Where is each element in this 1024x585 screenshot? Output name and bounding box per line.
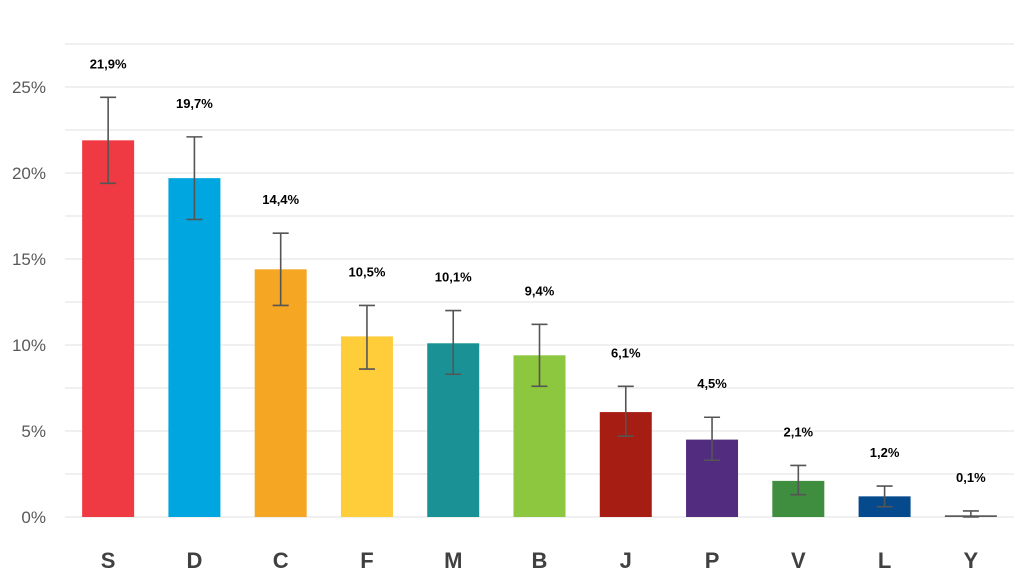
y-tick-label: 15% — [12, 250, 46, 269]
x-tick-label-V: V — [791, 548, 806, 573]
x-tick-label-B: B — [532, 548, 548, 573]
data-label-F: 10,5% — [349, 264, 386, 279]
bar-S — [82, 140, 135, 517]
data-label-S: 21,9% — [90, 56, 127, 71]
x-tick-label-C: C — [273, 548, 289, 573]
x-tick-label-S: S — [101, 548, 116, 573]
x-tick-label-P: P — [705, 548, 720, 573]
error-bars — [100, 96, 979, 518]
y-tick-label: 10% — [12, 336, 46, 355]
y-tick-label: 5% — [21, 422, 46, 441]
x-tick-label-L: L — [878, 548, 891, 573]
y-tick-label: 20% — [12, 164, 46, 183]
x-tick-label-D: D — [186, 548, 202, 573]
x-tick-label-M: M — [444, 548, 462, 573]
data-label-C: 14,4% — [262, 192, 299, 207]
bars — [82, 140, 997, 517]
x-tick-label-J: J — [620, 548, 632, 573]
data-label-M: 10,1% — [435, 270, 472, 285]
y-tick-label: 0% — [21, 508, 46, 527]
data-label-L: 1,2% — [870, 445, 900, 460]
data-label-V: 2,1% — [783, 424, 813, 439]
y-tick-label: 25% — [12, 78, 46, 97]
data-label-J: 6,1% — [611, 345, 641, 360]
data-label-B: 9,4% — [525, 283, 555, 298]
data-labels: 21,9% 19,7% 14,4% 10,5% 10,1% 9,4% 6,1% 4,5% 2,1… — [90, 56, 986, 485]
bar-D — [168, 178, 221, 517]
y-axis: 0% 5% 10% 15% 20% 25% — [12, 78, 46, 527]
x-tick-label-F: F — [360, 548, 373, 573]
data-label-P: 4,5% — [697, 376, 727, 391]
bar-C — [254, 269, 307, 517]
data-label-D: 19,7% — [176, 96, 213, 111]
data-label-Y: 0,1% — [956, 470, 986, 485]
x-tick-label-Y: Y — [964, 548, 979, 573]
